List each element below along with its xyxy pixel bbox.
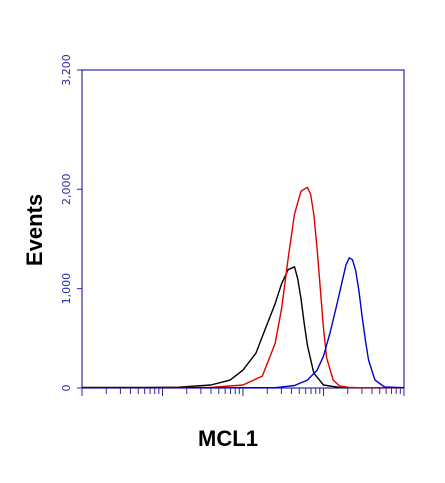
plot-frame [81,69,405,389]
y-tick-label: 0 [60,385,73,392]
series-layer [82,186,405,389]
histogram-curve-2 [82,186,404,389]
y-tick-label: 2,000 [60,174,73,206]
y-tick-label: 1,000 [60,273,73,305]
y-axis-ticks: 0 1,000 2,000 3,200 [60,54,82,392]
histogram-curve-3 [82,257,405,389]
x-axis-title: MCL1 [198,426,258,451]
histogram-curve-1 [82,266,404,389]
y-axis-title: Events [22,194,47,266]
x-axis-ticks [81,388,405,396]
y-tick-label: 3,200 [60,54,73,86]
